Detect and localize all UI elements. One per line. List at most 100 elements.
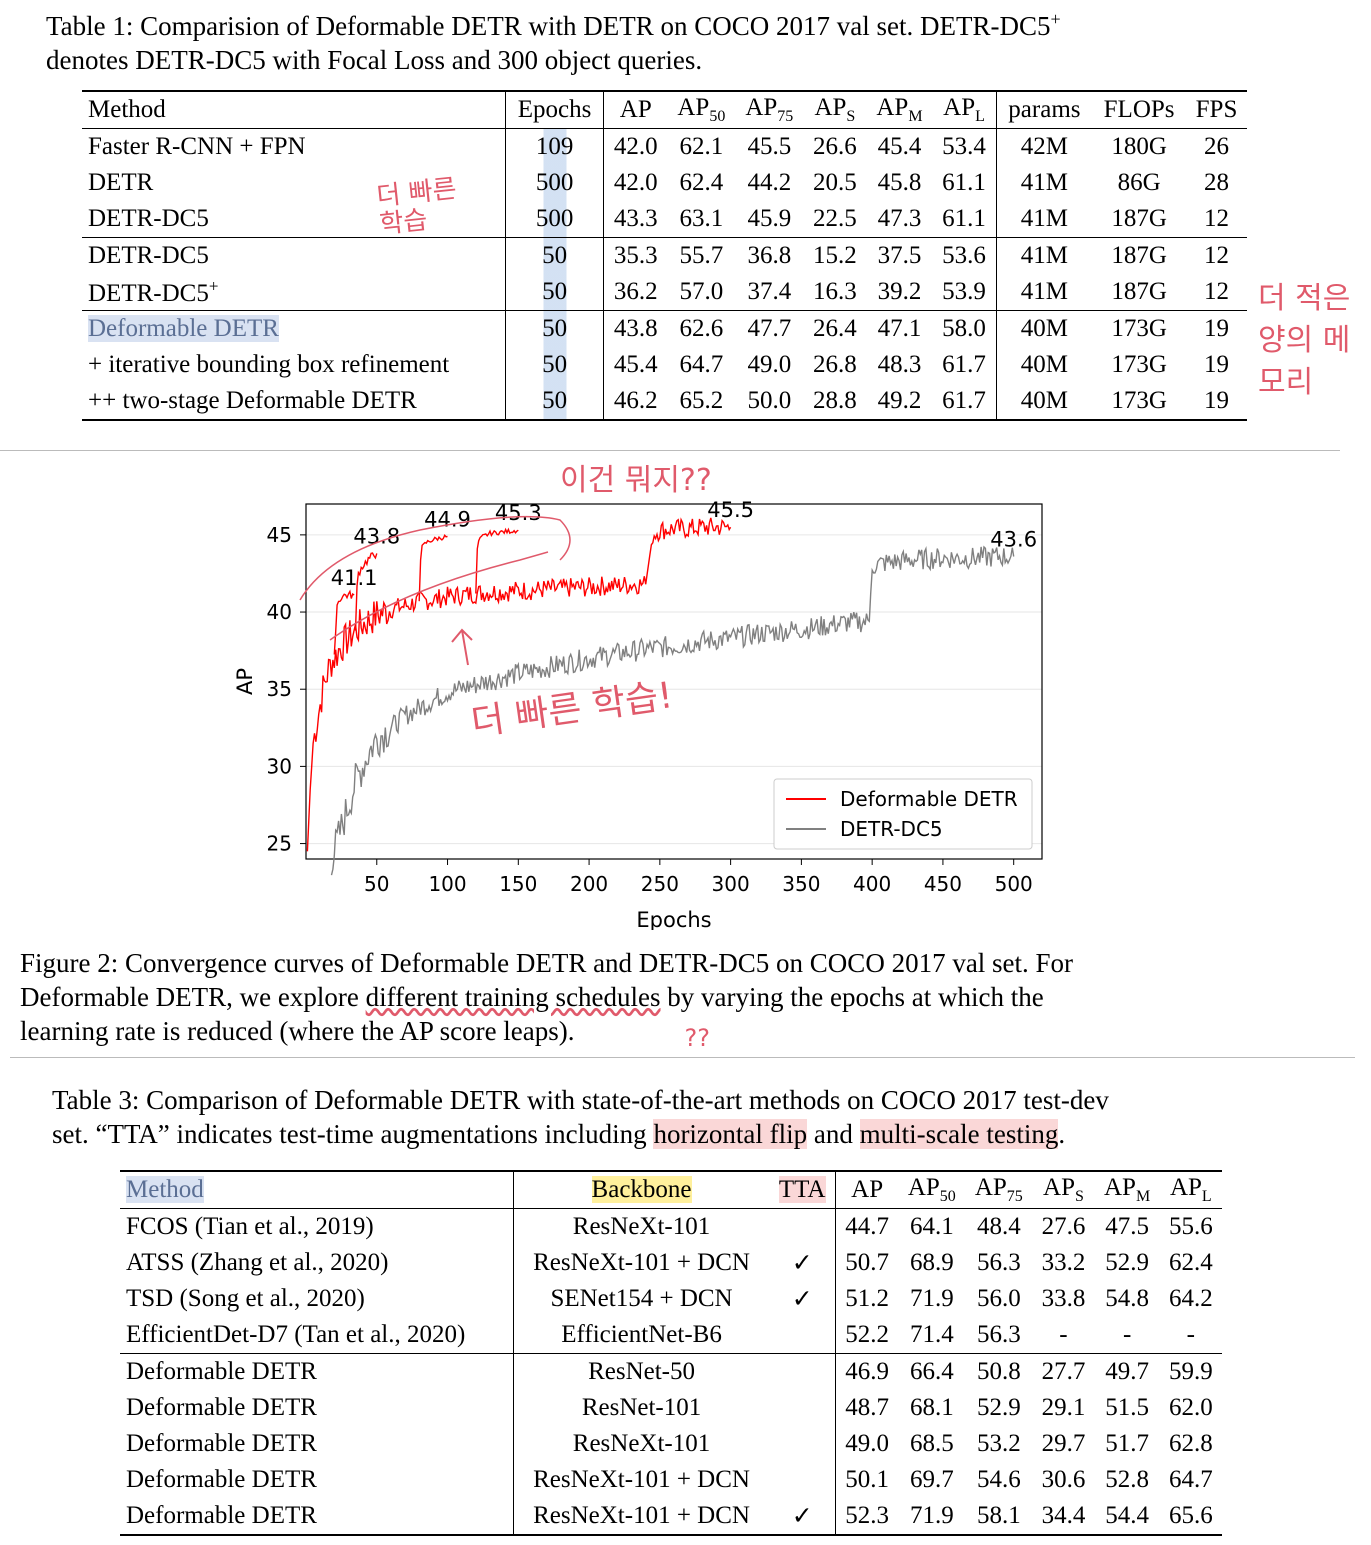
table3-cell: 54.4: [1094, 1498, 1160, 1536]
y-tick-label: 25: [267, 832, 292, 856]
table3-cell: 71.4: [909, 1321, 954, 1348]
table3-row: Deformable DETR ResNet-50 46.9 66.4 50.8 27.7…: [120, 1353, 1222, 1390]
legend-box: [773, 778, 1033, 850]
table1-cell: DETR-DC5: [82, 237, 507, 274]
figure2-caption-line2-post: by varying the epochs at which the: [660, 982, 1044, 1012]
table1-cell: 47.7: [735, 310, 804, 347]
table3-row: ATSS (Zhang et al., 2020) ResNeXt-101 + D…: [120, 1245, 1222, 1281]
table3-cell: 51.5: [1105, 1394, 1149, 1421]
table1-cell: 12: [1186, 237, 1247, 274]
table3-cell: 62.8: [1168, 1430, 1213, 1457]
table1-cell: 41M: [1020, 169, 1069, 196]
table3-cell: 48.4: [976, 1213, 1021, 1240]
table1-cell: 40M: [996, 310, 1093, 347]
table1-cell: 48.3: [877, 351, 922, 378]
divider-2: [10, 1057, 1355, 1058]
table3-cell: 51.2: [845, 1285, 890, 1312]
table3-cell: 52.9: [1105, 1249, 1149, 1276]
value-annotation: 43.8: [353, 524, 400, 548]
table1-cell: 40M: [996, 383, 1093, 421]
table1-row: + iterative bounding box refinement 50 45.…: [82, 347, 1247, 383]
table1-cell: 187G: [1111, 278, 1167, 305]
table3-cell: [769, 1317, 836, 1354]
table1-header-cell: FPS: [1186, 90, 1247, 129]
table1-cell: DETR-DC5: [82, 201, 507, 238]
value-annotation: 45.5: [707, 498, 754, 522]
table1-cell: 41M: [996, 237, 1093, 274]
table3-cell: 29.1: [1041, 1394, 1086, 1421]
table3-row: EfficientDet-D7 (Tan et al., 2020) Effici…: [120, 1317, 1222, 1354]
table3-header-cell: Method: [120, 1170, 514, 1209]
table1-cell: 37.4: [747, 278, 792, 305]
table3-cell: 71.9: [909, 1285, 954, 1312]
table3-cell: 33.8: [1041, 1285, 1086, 1312]
table1-cell: 180G: [1111, 133, 1167, 160]
table3-caption-hl-multiscale: multi-scale testing: [859, 1119, 1059, 1149]
table3-cell: 54.6: [976, 1466, 1021, 1493]
figure2-caption-line1: Figure 2: Convergence curves of Deformab…: [20, 948, 1074, 978]
table1-cell: ++ two-stage Deformable DETR: [82, 383, 507, 421]
table1-row: ++ two-stage Deformable DETR 50 46.2 65.2 50…: [82, 383, 1247, 421]
divider-1: [0, 450, 1340, 451]
convergence-chart: 50 100 150 200 250 300 350 400 450 500 25 30 35 40 45 E…: [233, 498, 1043, 930]
table3-header-text: Method: [126, 1176, 204, 1203]
table1-caption-line2: denotes DETR-DC5 with Focal Loss and 300…: [46, 45, 703, 75]
table3-row: FCOS (Tian et al., 2019) ResNeXt-101 44.7 6…: [120, 1208, 1222, 1245]
table3-cell: 49.7: [1094, 1353, 1160, 1390]
table3-header-cell: AP: [835, 1170, 899, 1209]
figure2-caption-line2-pre: Deformable DETR, we explore: [20, 982, 366, 1012]
table1-cell: 20.5: [813, 169, 857, 196]
table1-cell: 49.0: [747, 351, 792, 378]
value-annotation: 45.3: [495, 501, 542, 525]
table3-cell: -: [1186, 1321, 1195, 1348]
table3-cell: 54.8: [1105, 1285, 1149, 1312]
x-tick-label: 450: [924, 872, 962, 896]
table1-cell: DETR-DC5+: [82, 274, 507, 311]
table1-cell: 45.8: [877, 169, 922, 196]
handwritten-note-what: 이건 뭐지??: [560, 463, 712, 498]
table3-cell: Deformable DETR: [120, 1390, 514, 1426]
table1-row: Deformable DETR 50 43.8 62.6 47.7 26.4 47.1 58.…: [82, 310, 1247, 347]
table1-cell: 173G: [1092, 383, 1187, 421]
table1-cell: 28: [1204, 169, 1230, 196]
table3-cell: ✓: [769, 1281, 836, 1317]
table3-header-text: AP75: [974, 1174, 1023, 1205]
table3-cell: ✓: [769, 1498, 836, 1536]
table1-cell: 44.2: [747, 169, 792, 196]
table1-cell: 37.5: [866, 237, 933, 274]
table3-cell: SENet154 + DCN: [550, 1285, 733, 1312]
branch-line: [418, 534, 448, 602]
table3-cell: ResNeXt-101: [572, 1430, 711, 1457]
table1-cell: 41M: [1020, 205, 1069, 232]
table1-cell: DETR: [82, 165, 507, 201]
table1-cell: 19: [1204, 351, 1230, 378]
table1-caption: Table 1: Comparision of Deformable DETR …: [46, 2, 1336, 77]
table1-header-cell: AP50: [667, 90, 736, 129]
figure2-caption-highlight: different training schedules: [365, 982, 661, 1012]
table1-cell: 187G: [1111, 205, 1167, 232]
handwritten-arrow: [451, 628, 473, 666]
table3-cell: 49.0: [845, 1430, 890, 1457]
table3-header-text: AP50: [907, 1174, 956, 1205]
x-tick-label: 300: [712, 872, 750, 896]
series-line: [330, 545, 1015, 876]
table1-header-cell: APL: [932, 90, 997, 129]
value-annotation: 43.6: [990, 527, 1037, 551]
table1-cell: 42.0: [613, 133, 658, 160]
table3-cell: [769, 1462, 836, 1498]
table3-header-cell: TTA: [769, 1170, 836, 1209]
table1-cell: 50.0: [735, 383, 804, 421]
table3-cell: Deformable DETR: [120, 1462, 514, 1498]
table1-header-cell: Method: [82, 90, 507, 129]
table3-cell: EfficientDet-D7 (Tan et al., 2020): [120, 1317, 514, 1354]
table1-cell: 53.4: [932, 128, 997, 165]
table3-cell: [769, 1208, 836, 1245]
table1-cell: 43.3: [613, 205, 658, 232]
table1-cell: 28.8: [803, 383, 867, 421]
table3-cell: 56.3: [976, 1249, 1021, 1276]
figure2-caption: Figure 2: Convergence curves of Deformab…: [20, 946, 1260, 1052]
plot-frame: [305, 503, 1043, 860]
table1-cell: 45.4: [613, 351, 658, 378]
table3-row: TSD (Song et al., 2020) SENet154 + DCN ✓ 51…: [120, 1281, 1222, 1317]
table3-cell: Deformable DETR: [120, 1498, 514, 1536]
